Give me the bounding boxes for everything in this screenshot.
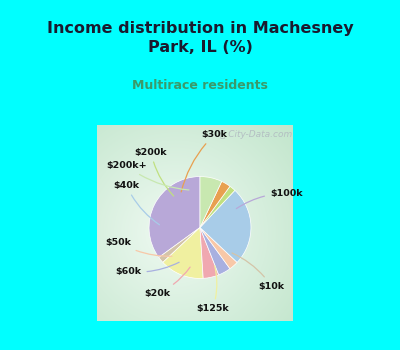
Text: ⓘ City-Data.com: ⓘ City-Data.com xyxy=(220,130,292,139)
Text: $60k: $60k xyxy=(115,262,179,276)
Text: $30k: $30k xyxy=(181,130,228,192)
Text: $10k: $10k xyxy=(232,253,285,291)
Wedge shape xyxy=(200,186,235,228)
Text: $40k: $40k xyxy=(114,181,160,225)
Text: $50k: $50k xyxy=(106,238,172,256)
Wedge shape xyxy=(200,228,219,278)
Text: $125k: $125k xyxy=(196,266,229,313)
Text: $200k+: $200k+ xyxy=(106,161,189,190)
Text: $20k: $20k xyxy=(145,267,190,298)
Wedge shape xyxy=(200,190,251,262)
Wedge shape xyxy=(200,228,230,275)
Text: $100k: $100k xyxy=(236,189,302,209)
Wedge shape xyxy=(200,181,230,228)
Wedge shape xyxy=(149,176,200,258)
Text: Income distribution in Machesney
Park, IL (%): Income distribution in Machesney Park, I… xyxy=(47,21,353,55)
Wedge shape xyxy=(200,176,222,228)
Text: Multirace residents: Multirace residents xyxy=(132,79,268,92)
Text: $200k: $200k xyxy=(135,148,174,196)
Wedge shape xyxy=(159,228,200,262)
Wedge shape xyxy=(200,228,237,269)
Wedge shape xyxy=(163,228,203,279)
